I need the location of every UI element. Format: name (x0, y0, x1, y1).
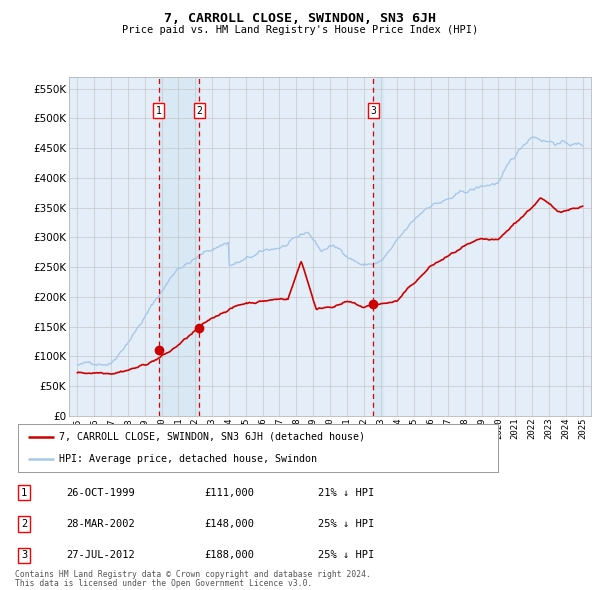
Text: £188,000: £188,000 (204, 550, 254, 560)
Text: 21% ↓ HPI: 21% ↓ HPI (318, 488, 374, 497)
Text: 28-MAR-2002: 28-MAR-2002 (66, 519, 135, 529)
Text: 26-OCT-1999: 26-OCT-1999 (66, 488, 135, 497)
Text: 1: 1 (155, 106, 161, 116)
Text: £148,000: £148,000 (204, 519, 254, 529)
Text: 3: 3 (21, 550, 27, 560)
Text: Contains HM Land Registry data © Crown copyright and database right 2024.: Contains HM Land Registry data © Crown c… (15, 571, 371, 579)
Text: 7, CARROLL CLOSE, SWINDON, SN3 6JH: 7, CARROLL CLOSE, SWINDON, SN3 6JH (164, 12, 436, 25)
Text: 2: 2 (196, 106, 202, 116)
Text: 25% ↓ HPI: 25% ↓ HPI (318, 550, 374, 560)
Text: 1: 1 (21, 488, 27, 497)
Bar (373, 77, 383, 416)
Text: £111,000: £111,000 (204, 488, 254, 497)
Text: Price paid vs. HM Land Registry's House Price Index (HPI): Price paid vs. HM Land Registry's House … (122, 25, 478, 35)
Text: 2: 2 (21, 519, 27, 529)
Text: HPI: Average price, detached house, Swindon: HPI: Average price, detached house, Swin… (59, 454, 317, 464)
Text: 27-JUL-2012: 27-JUL-2012 (66, 550, 135, 560)
Text: 7, CARROLL CLOSE, SWINDON, SN3 6JH (detached house): 7, CARROLL CLOSE, SWINDON, SN3 6JH (deta… (59, 432, 365, 442)
Text: 3: 3 (370, 106, 376, 116)
Text: 25% ↓ HPI: 25% ↓ HPI (318, 519, 374, 529)
Text: This data is licensed under the Open Government Licence v3.0.: This data is licensed under the Open Gov… (15, 579, 313, 588)
Bar (158, 77, 199, 416)
